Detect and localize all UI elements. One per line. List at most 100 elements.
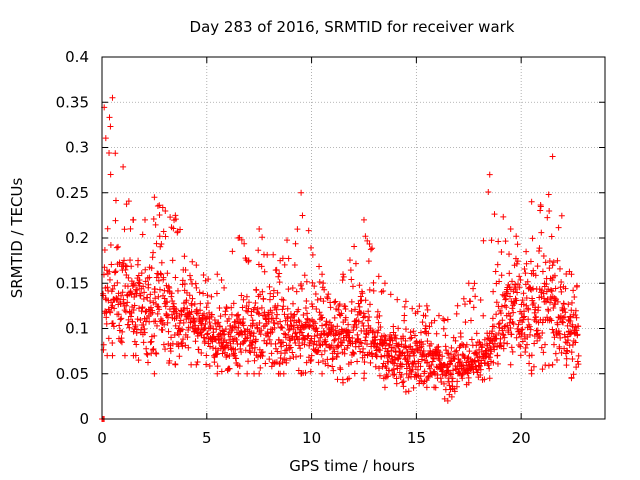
data-point <box>278 324 285 331</box>
data-point <box>506 293 513 300</box>
data-point <box>109 285 116 292</box>
data-point <box>122 262 129 269</box>
data-point <box>181 280 188 287</box>
data-point <box>369 329 376 336</box>
data-point <box>549 277 556 284</box>
data-point <box>546 207 553 214</box>
data-point <box>394 342 401 349</box>
data-point <box>238 292 245 299</box>
data-point <box>369 245 376 252</box>
data-point <box>275 273 282 280</box>
data-point <box>259 288 266 295</box>
data-point <box>140 321 147 328</box>
data-point <box>156 202 163 209</box>
data-point <box>539 268 546 275</box>
data-point <box>518 327 525 334</box>
data-point <box>237 341 244 348</box>
data-point <box>336 301 343 308</box>
data-point <box>297 345 304 352</box>
data-point <box>410 328 417 335</box>
data-point <box>188 361 195 368</box>
data-point <box>362 337 369 344</box>
data-point <box>121 226 128 233</box>
data-point <box>187 311 194 318</box>
data-point <box>150 299 157 306</box>
data-point <box>157 270 164 277</box>
data-point <box>108 261 115 268</box>
data-point <box>340 273 347 280</box>
data-point <box>160 274 167 281</box>
data-point <box>454 302 461 309</box>
data-point <box>477 372 484 379</box>
data-point <box>378 353 385 360</box>
data-point <box>420 352 427 359</box>
data-point <box>223 305 230 312</box>
data-point <box>270 293 277 300</box>
data-point <box>425 373 432 380</box>
data-point <box>390 372 397 379</box>
data-point <box>542 259 549 266</box>
data-point <box>258 263 265 270</box>
data-point <box>218 335 225 342</box>
data-point <box>296 342 303 349</box>
data-point <box>545 362 552 369</box>
data-point <box>513 233 520 240</box>
data-point <box>106 276 113 283</box>
data-point <box>556 265 563 272</box>
data-point <box>133 341 140 348</box>
data-point <box>292 330 299 337</box>
data-point <box>547 299 554 306</box>
data-point <box>508 331 515 338</box>
data-point <box>492 268 499 275</box>
data-point <box>545 191 552 198</box>
data-point <box>130 307 137 314</box>
data-point <box>562 309 569 316</box>
data-point <box>424 359 431 366</box>
data-point <box>226 365 233 372</box>
data-points <box>99 94 582 422</box>
data-point <box>361 359 368 366</box>
data-point <box>308 352 315 359</box>
data-point <box>568 375 575 382</box>
data-point <box>349 340 356 347</box>
data-point <box>501 302 508 309</box>
data-point <box>183 297 190 304</box>
data-point <box>375 319 382 326</box>
data-point <box>536 245 543 252</box>
data-point <box>491 323 498 330</box>
data-point <box>302 369 309 376</box>
data-point <box>157 316 164 323</box>
data-point <box>491 211 498 218</box>
data-point <box>538 344 545 351</box>
data-point <box>334 323 341 330</box>
data-point <box>208 293 215 300</box>
data-point <box>408 369 415 376</box>
data-point <box>360 375 367 382</box>
data-point <box>357 339 364 346</box>
data-point <box>348 276 355 283</box>
data-point <box>401 312 408 319</box>
data-point <box>384 373 391 380</box>
data-point <box>530 363 537 370</box>
data-point <box>436 357 443 364</box>
data-point <box>362 297 369 304</box>
data-point <box>515 321 522 328</box>
data-point <box>141 329 148 336</box>
data-point <box>164 299 171 306</box>
data-point <box>361 370 368 377</box>
data-point <box>119 328 126 335</box>
data-point <box>123 302 130 309</box>
data-point <box>150 215 157 222</box>
data-point <box>538 287 545 294</box>
data-point <box>453 347 460 354</box>
data-point <box>298 281 305 288</box>
data-point <box>192 322 199 329</box>
data-point <box>137 316 144 323</box>
data-point <box>106 150 113 157</box>
data-point <box>132 322 139 329</box>
data-point <box>344 345 351 352</box>
data-point <box>340 271 347 278</box>
data-point <box>313 325 320 332</box>
data-point <box>527 331 534 338</box>
data-point <box>300 312 307 319</box>
